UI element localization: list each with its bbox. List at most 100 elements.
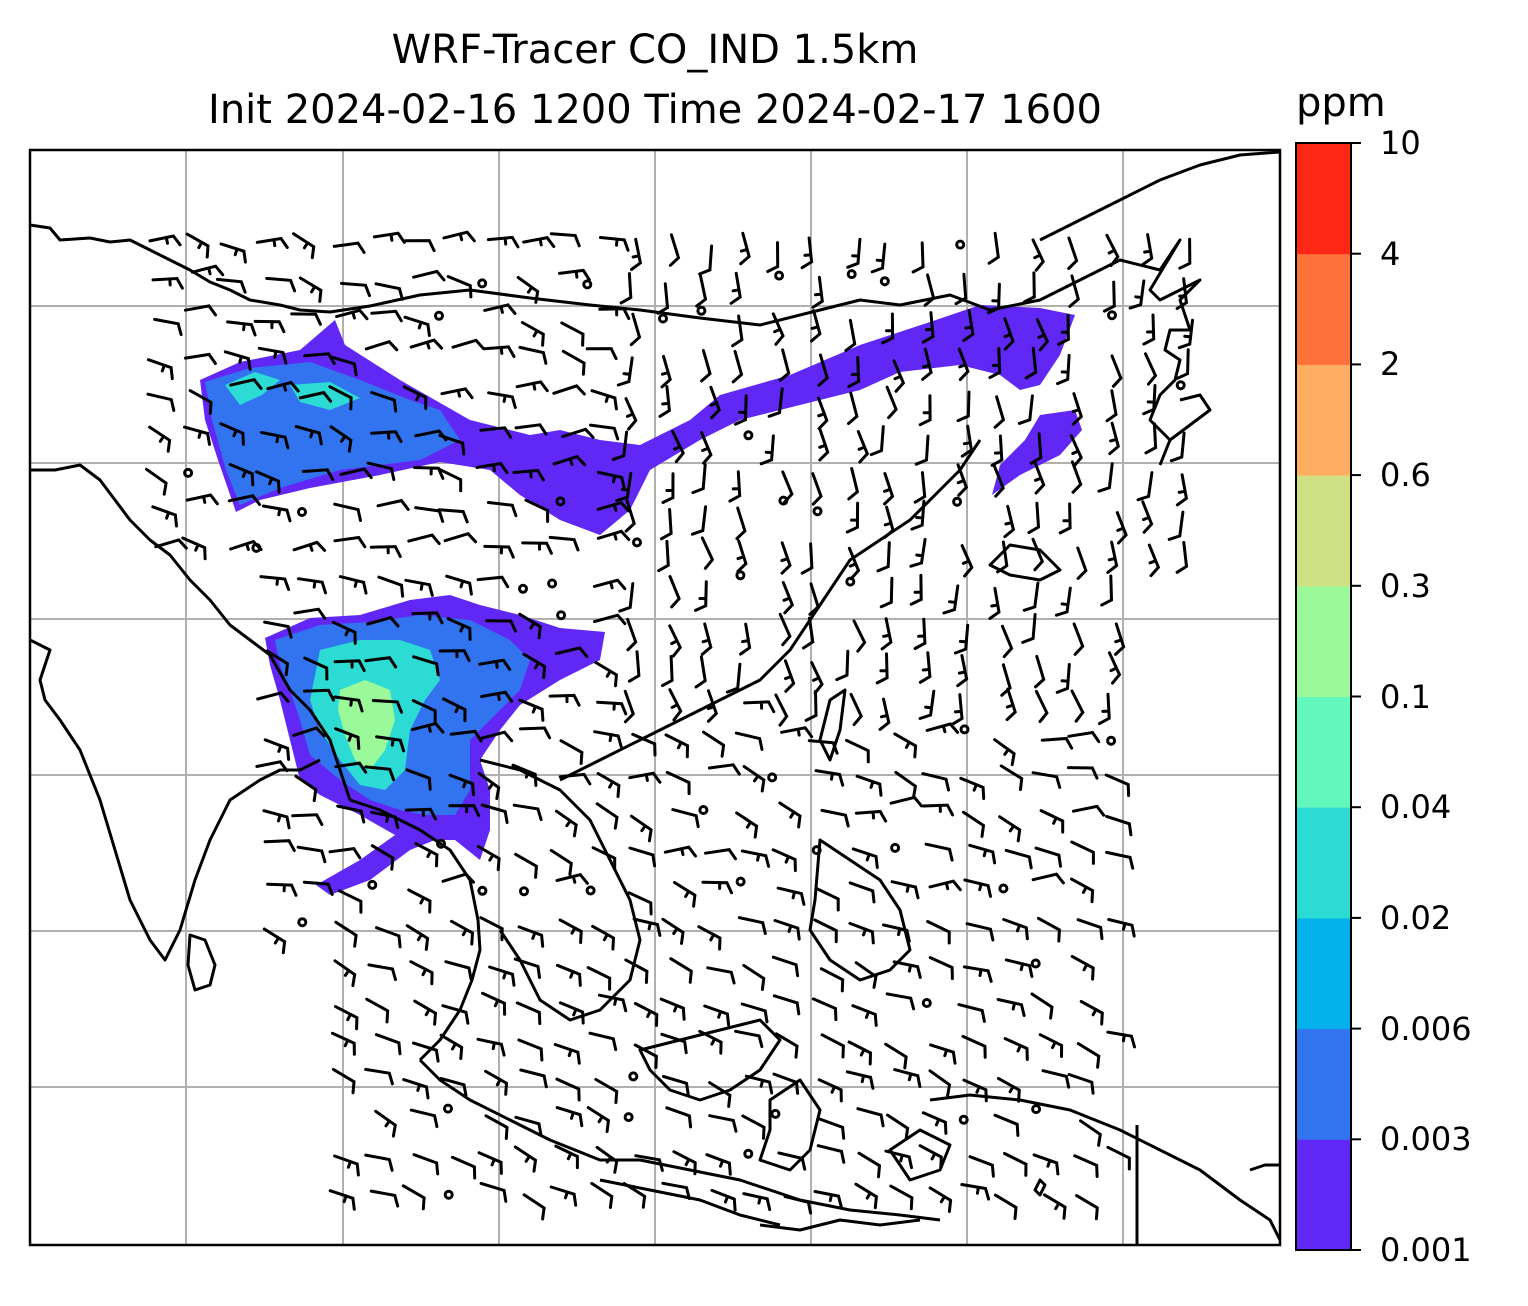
wind-barb xyxy=(660,1032,688,1055)
wind-barb xyxy=(1002,918,1029,941)
wind-barb xyxy=(776,886,806,906)
map-panel xyxy=(28,148,1282,1247)
wind-barb xyxy=(558,268,591,282)
wind-barb xyxy=(893,1068,922,1089)
wind-barb xyxy=(690,505,708,536)
wind-barb xyxy=(228,463,255,487)
calm-wind-marker xyxy=(658,313,668,324)
wind-barb xyxy=(480,690,514,703)
wind-barb xyxy=(774,1032,799,1059)
wind-barb xyxy=(759,434,775,466)
wind-barb xyxy=(928,956,954,981)
wind-barb xyxy=(913,471,927,504)
wind-barb xyxy=(774,693,789,727)
wind-barb xyxy=(800,542,814,575)
wind-barb xyxy=(1175,541,1189,574)
wind-barb xyxy=(844,318,857,353)
wind-barb xyxy=(561,427,595,439)
wind-barb xyxy=(960,424,974,458)
wind-barb xyxy=(1106,540,1119,574)
wind-barb xyxy=(375,735,406,753)
wind-barb xyxy=(885,385,898,420)
wind-barb xyxy=(333,659,366,673)
wind-barb xyxy=(298,276,323,303)
calm-wind-marker xyxy=(628,1071,639,1082)
wind-barb xyxy=(401,1184,426,1211)
wind-barb xyxy=(513,957,541,979)
wind-barb xyxy=(925,722,960,734)
wind-barb xyxy=(329,425,353,453)
wind-barb xyxy=(993,1193,1018,1220)
wind-barb xyxy=(402,385,428,410)
wind-barb xyxy=(988,586,1001,620)
wind-barb xyxy=(811,997,838,1022)
wind-barb xyxy=(1058,502,1072,535)
wind-barb xyxy=(889,1184,914,1211)
wind-barb xyxy=(475,461,509,475)
wind-barb xyxy=(1003,1152,1028,1177)
wind-barb xyxy=(215,277,247,294)
wind-barb xyxy=(480,803,509,824)
wind-barb xyxy=(820,1033,845,1059)
wind-barb xyxy=(1128,279,1146,310)
wind-barb xyxy=(229,378,263,390)
wind-barb xyxy=(921,772,950,792)
wind-barb xyxy=(988,347,1002,380)
wind-barb xyxy=(804,689,818,722)
wind-barb xyxy=(1032,1153,1060,1176)
wind-barb xyxy=(953,623,970,655)
wind-barb xyxy=(957,1003,986,1023)
calm-wind-marker xyxy=(555,496,566,507)
wind-barb xyxy=(1027,501,1041,535)
wind-barb xyxy=(558,1001,585,1025)
wind-barb xyxy=(854,1182,878,1210)
calm-wind-marker xyxy=(811,845,822,856)
wind-barb xyxy=(333,1154,360,1177)
wind-barb xyxy=(483,544,515,559)
wind-barb xyxy=(549,848,573,876)
colorbar-tick-label: 10 xyxy=(1380,124,1421,162)
wind-barb xyxy=(669,957,693,984)
wind-barb xyxy=(744,1074,774,1095)
wind-barb xyxy=(661,472,675,504)
wind-barb xyxy=(597,993,628,1013)
colorbar-segment xyxy=(1296,1028,1351,1140)
calm-wind-marker xyxy=(519,886,529,897)
wind-barb xyxy=(183,425,211,446)
wind-barb xyxy=(773,919,801,941)
wind-barb xyxy=(993,395,1006,429)
wind-barb xyxy=(956,654,969,688)
wind-barb xyxy=(706,689,719,723)
wind-barb xyxy=(740,1002,769,1024)
wind-barb xyxy=(437,467,463,493)
calm-wind-marker xyxy=(623,1112,634,1123)
wind-barb xyxy=(588,1031,618,1052)
calm-wind-marker xyxy=(477,278,488,289)
wind-barb xyxy=(190,264,225,277)
wind-barb xyxy=(292,726,326,738)
wind-barb xyxy=(849,692,863,727)
wind-barb xyxy=(511,763,538,787)
wind-barb xyxy=(880,617,893,651)
wind-barb xyxy=(377,575,405,598)
wind-barb xyxy=(1055,663,1071,694)
wind-barb xyxy=(1031,872,1065,885)
calm-wind-marker xyxy=(743,430,754,441)
wind-barb xyxy=(968,843,997,865)
wind-barb xyxy=(743,700,776,714)
wind-barb xyxy=(183,304,217,317)
wind-barb xyxy=(957,347,970,381)
wind-barb xyxy=(998,815,1022,843)
wind-barb xyxy=(593,613,627,626)
calm-wind-marker xyxy=(1175,380,1186,391)
wind-barb xyxy=(731,314,744,348)
wind-barb xyxy=(1071,392,1084,426)
wind-barb xyxy=(1079,1000,1104,1026)
calm-wind-marker xyxy=(556,610,567,621)
wind-barb xyxy=(369,545,402,558)
wind-barb xyxy=(929,1043,957,1065)
wind-barb xyxy=(483,303,517,315)
wind-barb xyxy=(615,472,633,503)
wind-barb xyxy=(520,321,545,347)
wind-barb xyxy=(302,880,334,896)
